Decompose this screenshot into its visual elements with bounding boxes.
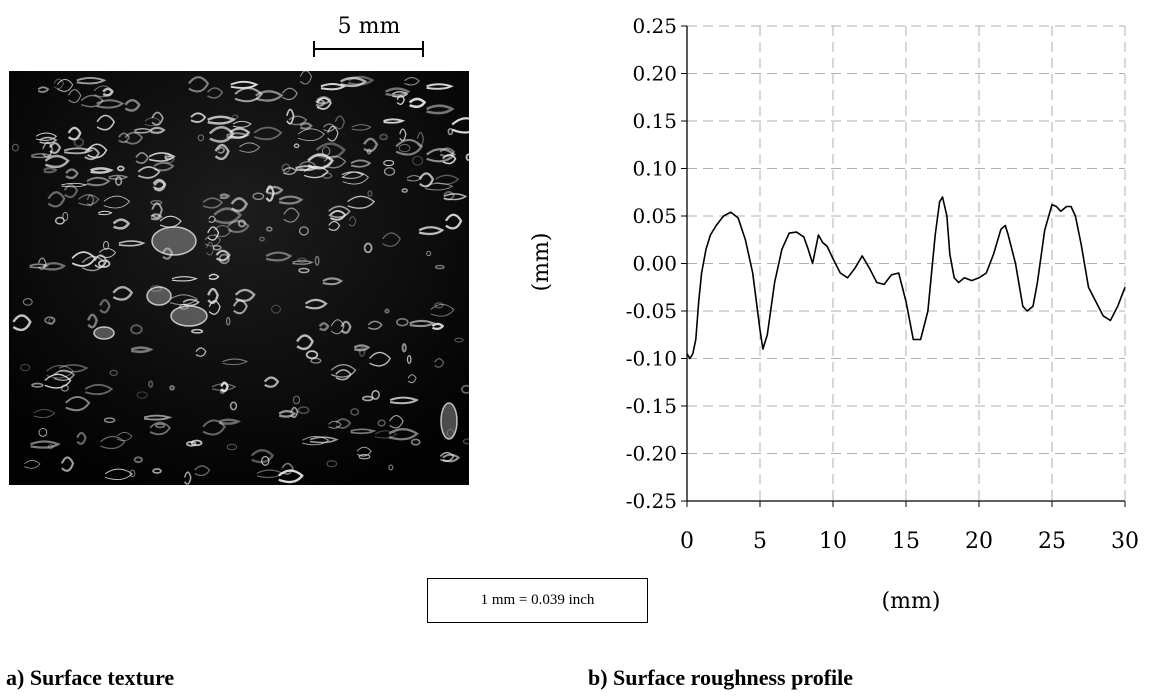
chart-axes — [681, 25, 1126, 507]
x-axis-label: (mm) — [882, 589, 941, 614]
x-tick-label: 30 — [1111, 529, 1139, 554]
y-tick-label: 0.05 — [632, 204, 677, 228]
y-axis-label: (mm) — [529, 233, 554, 292]
x-tick-label: 10 — [819, 529, 847, 554]
chart-grid — [686, 25, 1126, 502]
x-tick-label: 20 — [965, 529, 993, 554]
scale-bar-label: 5 mm — [337, 14, 401, 39]
caption-roughness-profile: b) Surface roughness profile — [588, 665, 854, 690]
y-tick-label: -0.10 — [626, 347, 677, 371]
x-tick-label: 15 — [892, 529, 920, 554]
unit-conversion-note: 1 mm = 0.039 inch — [427, 578, 648, 623]
surface-texture-photo — [9, 71, 469, 485]
scale-bar-line — [313, 41, 424, 57]
y-tick-label: -0.05 — [626, 299, 677, 323]
y-tick-label: 0.20 — [632, 62, 677, 86]
x-tick-label: 0 — [680, 529, 694, 554]
y-tick-label: 0.10 — [632, 157, 677, 181]
x-tick-label: 25 — [1038, 529, 1066, 554]
chart-tick-labels: 0.25 0.20 0.15 0.10 0.05 0.00 -0.05 -0.10 -0.15 -… — [626, 14, 1139, 554]
y-tick-label: -0.15 — [626, 394, 677, 418]
x-tick-label: 5 — [753, 529, 767, 554]
caption-surface-texture: a) Surface texture — [6, 665, 175, 690]
y-tick-label: 0.15 — [632, 109, 677, 133]
scale-bar — [313, 40, 424, 58]
y-tick-label: 0.00 — [632, 252, 677, 276]
roughness-profile-line — [686, 196, 1126, 360]
chart-series — [686, 196, 1126, 360]
y-tick-label: 0.25 — [632, 14, 677, 38]
y-tick-label: -0.20 — [626, 442, 677, 466]
y-tick-label: -0.25 — [626, 489, 677, 513]
